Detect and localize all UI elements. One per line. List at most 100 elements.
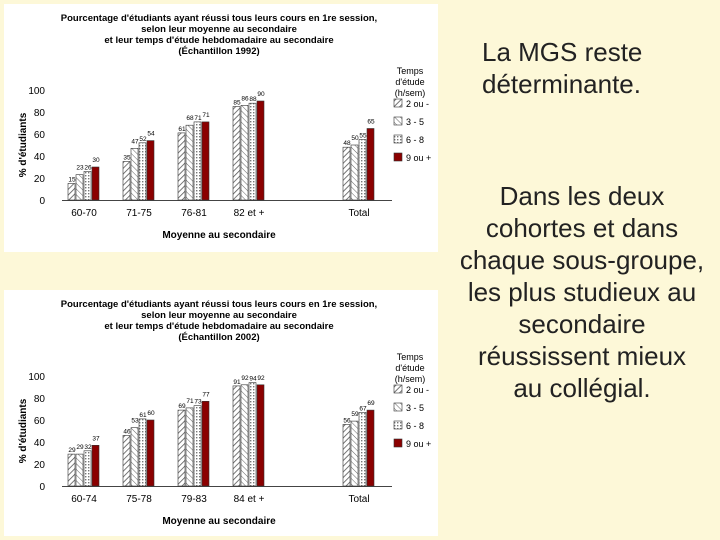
bar-value-label: 54 bbox=[147, 131, 155, 138]
bar-value-label: 65 bbox=[367, 119, 375, 126]
bar-value-label: 61 bbox=[178, 126, 186, 133]
chart-title-line: et leur temps d'étude hebdomadaire au se… bbox=[104, 321, 333, 332]
bar-value-label: 73 bbox=[194, 399, 202, 406]
legend-label: 9 ou + bbox=[406, 153, 431, 163]
bar-value-label: 88 bbox=[249, 96, 257, 103]
x-tick-label: 79-83 bbox=[181, 494, 207, 505]
side-paragraph-line: les plus studieux au bbox=[467, 277, 697, 307]
x-tick-label: 76-81 bbox=[181, 208, 207, 219]
legend-title-line: (h/sem) bbox=[395, 88, 426, 98]
bar bbox=[201, 121, 210, 201]
side-paragraph: Dans les deux cohortes et dans chaque so… bbox=[444, 180, 720, 404]
bar bbox=[248, 382, 257, 487]
bar bbox=[193, 121, 202, 201]
x-axis-label: Moyenne au secondaire bbox=[162, 230, 276, 241]
legend-title-line: Temps bbox=[397, 66, 424, 76]
bar-value-label: 68 bbox=[186, 115, 194, 122]
y-tick-label: 40 bbox=[34, 152, 46, 163]
chart-title-line: Pourcentage d'étudiants ayant réussi tou… bbox=[61, 299, 377, 310]
bar-value-label: 15 bbox=[68, 177, 76, 184]
chart-panel-1992: Pourcentage d'étudiants ayant réussi tou… bbox=[4, 4, 438, 252]
bar bbox=[342, 146, 351, 201]
bar bbox=[232, 106, 241, 201]
chart-title-line: et leur temps d'étude hebdomadaire au se… bbox=[104, 35, 333, 46]
legend-swatch bbox=[393, 116, 403, 126]
legend-swatch bbox=[393, 402, 403, 412]
bar-value-label: 30 bbox=[92, 157, 100, 164]
bar bbox=[75, 453, 84, 487]
x-tick-label: 71-75 bbox=[126, 208, 152, 219]
bar bbox=[122, 435, 131, 487]
bar-value-label: 23 bbox=[76, 165, 84, 172]
y-tick-label: 0 bbox=[39, 482, 45, 493]
bar-value-label: 32 bbox=[84, 444, 92, 451]
legend-label: 3 - 5 bbox=[406, 403, 424, 413]
bar bbox=[232, 385, 241, 487]
x-tick-label: 75-78 bbox=[126, 494, 152, 505]
bar bbox=[130, 148, 139, 201]
bar bbox=[138, 418, 147, 487]
bar bbox=[83, 171, 92, 201]
bar-value-label: 71 bbox=[194, 115, 202, 122]
bar-value-label: 86 bbox=[241, 95, 249, 102]
legend-swatch bbox=[393, 420, 403, 430]
y-tick-label: 60 bbox=[34, 130, 46, 141]
legend-swatch bbox=[393, 134, 403, 144]
bar bbox=[240, 105, 249, 201]
bar bbox=[67, 453, 76, 487]
legend-title-line: d'étude bbox=[395, 77, 424, 87]
bar bbox=[350, 144, 359, 201]
legend-label: 6 - 8 bbox=[406, 421, 424, 431]
bar-chart-2002: Pourcentage d'étudiants ayant réussi tou… bbox=[18, 299, 431, 527]
x-tick-label: 60-74 bbox=[71, 494, 97, 505]
bar bbox=[342, 424, 351, 487]
bar-value-label: 92 bbox=[257, 375, 265, 382]
bar-value-label: 35 bbox=[123, 155, 131, 162]
bar bbox=[350, 420, 359, 487]
legend-label: 6 - 8 bbox=[406, 135, 424, 145]
legend-label: 2 ou - bbox=[406, 99, 429, 109]
bar-value-label: 37 bbox=[92, 435, 100, 442]
bar-value-label: 94 bbox=[249, 376, 257, 383]
bar bbox=[130, 427, 139, 487]
y-tick-label: 60 bbox=[34, 416, 46, 427]
bar-value-label: 92 bbox=[241, 375, 249, 382]
chart-title-line: (Échantillon 1992) bbox=[178, 46, 259, 57]
legend-swatch bbox=[393, 98, 403, 108]
bar-value-label: 50 bbox=[351, 135, 359, 142]
bar bbox=[366, 409, 375, 487]
side-paragraph-line: secondaire bbox=[518, 309, 646, 339]
bar bbox=[75, 174, 84, 201]
side-heading-line-1: La MGS reste bbox=[482, 37, 643, 67]
bar-value-label: 61 bbox=[139, 412, 147, 419]
bar-value-label: 56 bbox=[343, 417, 351, 424]
side-heading-line-2: déterminante. bbox=[482, 69, 641, 99]
side-paragraph-line: cohortes et dans bbox=[485, 213, 679, 243]
bar-value-label: 48 bbox=[343, 140, 351, 147]
bar bbox=[240, 384, 249, 487]
bar-value-label: 90 bbox=[257, 91, 265, 98]
legend-swatch bbox=[393, 438, 403, 448]
y-tick-label: 20 bbox=[34, 460, 46, 471]
bar bbox=[83, 450, 92, 487]
bar bbox=[185, 124, 194, 201]
legend-label: 9 ou + bbox=[406, 439, 431, 449]
y-tick-label: 40 bbox=[34, 438, 46, 449]
bar-value-label: 46 bbox=[123, 428, 131, 435]
y-tick-label: 100 bbox=[28, 86, 45, 97]
bar bbox=[177, 132, 186, 201]
bar-value-label: 60 bbox=[147, 410, 155, 417]
legend-swatch bbox=[393, 384, 403, 394]
x-axis-label: Moyenne au secondaire bbox=[162, 516, 276, 527]
legend-title-line: Temps bbox=[397, 352, 424, 362]
legend-label: 3 - 5 bbox=[406, 117, 424, 127]
side-paragraph-line: chaque sous-groupe, bbox=[459, 245, 705, 275]
legend-swatch bbox=[393, 152, 403, 162]
chart-panel-2002: Pourcentage d'étudiants ayant réussi tou… bbox=[4, 290, 438, 536]
side-paragraph-line: réussissent mieux bbox=[477, 341, 687, 371]
bar-value-label: 47 bbox=[131, 138, 139, 145]
y-axis-label: % d'étudiants bbox=[18, 398, 29, 463]
chart-title-line: (Échantillon 2002) bbox=[178, 332, 259, 343]
bar bbox=[138, 142, 147, 201]
legend-title-line: (h/sem) bbox=[395, 374, 426, 384]
